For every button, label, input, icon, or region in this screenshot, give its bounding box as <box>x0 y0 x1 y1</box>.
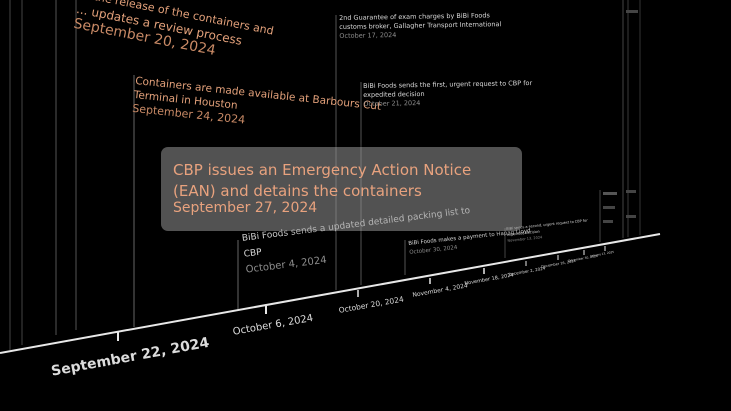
distant-event-mark <box>626 190 636 193</box>
event-label[interactable]: BiBi Foods sends the first, urgent reque… <box>363 79 533 109</box>
tooltip-title: CBP issues an Emergency Action Notice (E… <box>173 161 472 200</box>
event-tooltip: CBP issues an Emergency Action Notice (E… <box>161 147 522 231</box>
distant-event-mark <box>626 215 636 218</box>
distant-event-mark <box>603 220 613 223</box>
distant-event-mark <box>626 10 638 13</box>
tooltip-date: September 27, 2024 <box>173 200 318 216</box>
timeline-axis <box>0 233 661 354</box>
distant-event-mark <box>603 206 615 209</box>
distant-event-mark <box>603 192 617 195</box>
event-label[interactable]: 2nd Guarantee of exam charges by BiBi Fo… <box>339 11 501 41</box>
